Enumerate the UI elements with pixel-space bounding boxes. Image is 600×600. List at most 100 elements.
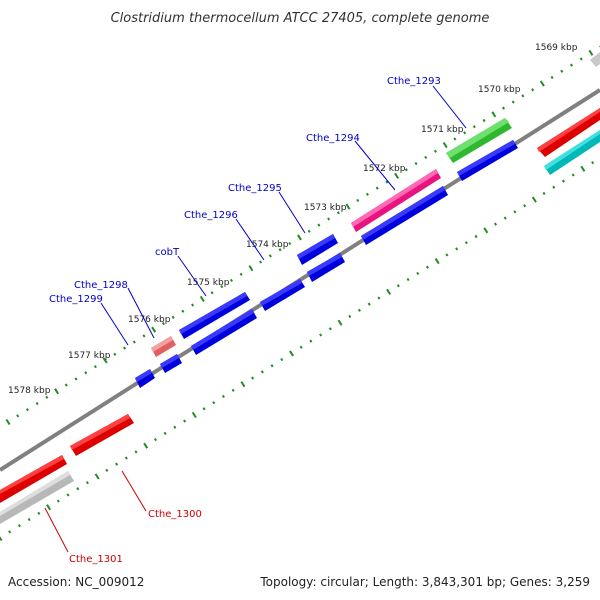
gene-forward-row2-d[interactable]: [191, 309, 257, 355]
gene-reverse-grey[interactable]: [0, 471, 74, 524]
genome-summary-text: Topology: circular; Length: 3,843,301 bp…: [259, 575, 590, 589]
gene-reverse-red-a[interactable]: [537, 108, 600, 157]
label-cthe-1293[interactable]: Cthe_1293: [387, 76, 441, 87]
label-cthe-1301[interactable]: Cthe_1301: [69, 554, 123, 565]
outer-scale-tick: [161, 321, 165, 326]
outer-scale-tick: [199, 295, 205, 303]
label-cthe-1298[interactable]: Cthe_1298: [74, 280, 128, 291]
leader-cthe-1294: [354, 140, 396, 191]
inner-scale-tick: [134, 450, 138, 454]
outer-scale-tick: [142, 334, 146, 338]
inner-scale-tick: [76, 487, 80, 491]
inner-scale-tick: [251, 376, 255, 380]
outer-scale-tick: [550, 75, 554, 80]
inner-scale-tick: [260, 370, 264, 374]
inner-scale-tick: [542, 191, 546, 196]
outer-scale-tick: [151, 326, 157, 333]
gene-forward-row2-e[interactable]: [160, 354, 182, 373]
outer-scale-tick: [482, 118, 486, 123]
gene-cthe-1299[interactable]: [135, 369, 155, 388]
inner-scale-tick: [445, 253, 449, 257]
inner-scale-tick: [37, 511, 41, 515]
outer-scale-tick: [472, 125, 476, 129]
scale-label-1576: 1576 kbp: [128, 315, 171, 325]
outer-scale-tick: [239, 272, 243, 276]
outer-scale-tick: [278, 248, 282, 252]
outer-scale-tick: [229, 278, 233, 283]
inner-scale-tick: [153, 437, 157, 442]
label-cthe-1296[interactable]: Cthe_1296: [184, 210, 238, 221]
outer-scale-tick: [171, 315, 175, 320]
inner-scale-tick: [231, 388, 235, 392]
label-cthe-1300[interactable]: Cthe_1300: [148, 509, 202, 520]
scale-label-1574: 1574 kbp: [246, 240, 289, 250]
label-cobt[interactable]: cobT: [155, 247, 180, 258]
inner-scale-tick: [85, 481, 89, 485]
inner-scale-tick: [513, 210, 517, 214]
gene-forward-row2-a[interactable]: [457, 140, 518, 181]
outer-scale-tick: [25, 408, 29, 412]
inner-scale-tick: [552, 185, 556, 189]
inner-scale-tick: [483, 227, 489, 234]
inner-scale-tick: [221, 394, 225, 399]
accession-text: Accession: NC_009012: [8, 575, 144, 589]
inner-scale-tick: [580, 165, 586, 172]
outer-scale-tick: [501, 106, 506, 110]
leader-cthe-1293: [432, 85, 467, 129]
inner-scale-tick: [328, 327, 332, 331]
outer-scale-tick: [191, 303, 195, 307]
inner-scale-tick: [94, 473, 100, 480]
outer-scale-tick: [297, 234, 302, 241]
inner-scale-tick: [143, 442, 149, 449]
outer-scale-tick: [521, 94, 525, 98]
label-cthe-1295[interactable]: Cthe_1295: [228, 183, 282, 194]
gene-cobt[interactable]: [179, 292, 250, 339]
outer-scale-tick: [356, 198, 360, 203]
inner-scale-track: [0, 161, 595, 542]
outer-scale-track: [5, 45, 600, 426]
gene-cthe-1294[interactable]: [351, 169, 441, 232]
gene-cthe-1301[interactable]: [0, 455, 67, 503]
outer-scale-tick: [288, 241, 292, 246]
outer-scale-tick: [569, 63, 574, 67]
inner-scale-tick: [46, 504, 52, 511]
outer-scale-tick: [539, 80, 545, 87]
scale-label-1575: 1575 kbp: [187, 278, 230, 288]
gene-forward-row2-b[interactable]: [361, 186, 448, 245]
inner-scale-tick: [386, 288, 392, 295]
gene-cthe-1293[interactable]: [446, 118, 512, 163]
inner-scale-tick: [348, 314, 352, 319]
outer-scale-tick: [336, 211, 340, 215]
inner-scale-tick: [66, 493, 70, 497]
gene-reverse-cyan[interactable]: [544, 130, 600, 175]
inner-scale-tick: [319, 333, 323, 337]
gene-top-grey[interactable]: [590, 52, 600, 67]
inner-scale-tick: [503, 216, 507, 220]
outer-scale-tick: [560, 69, 564, 73]
inner-scale-tick: [493, 222, 498, 226]
inner-scale-tick: [337, 319, 343, 326]
inner-scale-tick: [191, 411, 197, 419]
gene-forward-row2-c[interactable]: [307, 253, 345, 282]
outer-scale-tick: [45, 395, 49, 399]
scale-label-1571: 1571 kbp: [421, 125, 464, 135]
leader-cthe-1299: [100, 302, 129, 346]
inner-scale-tick: [8, 530, 12, 534]
outer-scale-tick: [453, 137, 457, 141]
label-cthe-1299[interactable]: Cthe_1299: [49, 294, 103, 305]
gene-cthe-1296[interactable]: [260, 279, 305, 311]
inner-scale-tick: [17, 524, 21, 528]
leader-cthe-1298: [127, 287, 155, 339]
inner-scale-tick: [561, 179, 566, 183]
inner-scale-tick: [406, 277, 410, 282]
gene-cthe-1300[interactable]: [70, 414, 134, 456]
outer-scale-tick: [5, 418, 11, 426]
inner-scale-tick: [163, 431, 167, 436]
gene-cthe-1298[interactable]: [151, 336, 176, 357]
gene-cthe-1295[interactable]: [297, 234, 338, 265]
inner-scale-tick: [105, 468, 109, 472]
label-cthe-1294[interactable]: Cthe_1294: [306, 133, 360, 144]
inner-scale-tick: [591, 161, 595, 165]
inner-scale-tick: [309, 339, 313, 343]
